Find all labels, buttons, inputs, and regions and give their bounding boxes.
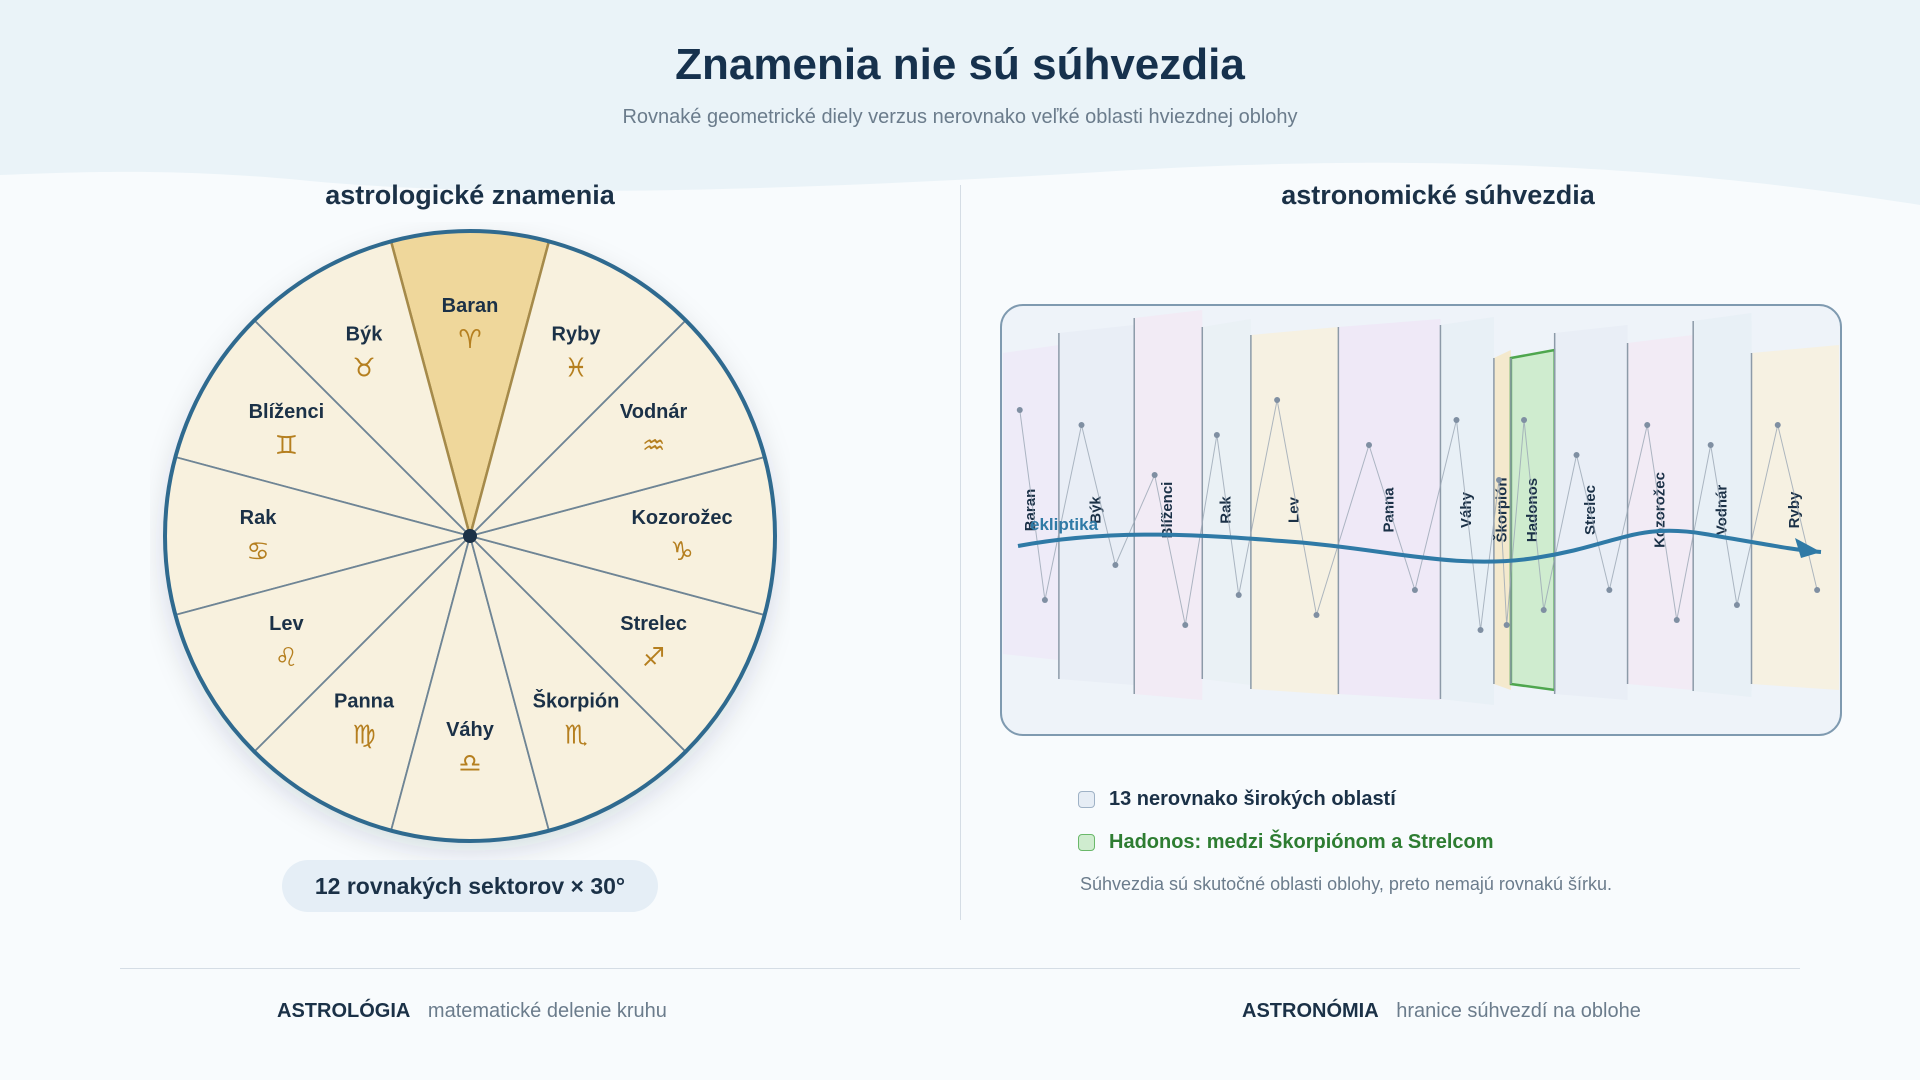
footer-astronomy-key: ASTRONÓMIA [1242,1000,1379,1022]
sign-label-skorpion: Škorpión [533,689,620,713]
sign-symbol-rak-icon: ♋ [246,537,269,567]
page-subtitle: Rovnaké geometrické diely verzus nerovna… [622,106,1298,128]
star-dot [1814,587,1821,593]
legend-item-regions: 13 nerovnako širokých oblastí [1078,785,1396,813]
star-dot [1274,397,1281,403]
star-dot [1606,587,1613,593]
zodiac-wheel: Baran ♈ Býk ♉ Blíženci ♊ Rak ♋ Lev ♌ Panna ♍ Váhy ♎ Šk… [163,229,777,843]
star-dot [1151,472,1158,478]
star-dot [1521,417,1528,423]
star-pattern-lines [1019,399,1818,631]
sign-label-kozorozec: Kozorožec [631,507,732,529]
sign-symbol-vahy-icon: ♎ [458,749,481,779]
footer-astronomy-value: hranice súhvezdí na oblohe [1396,1000,1641,1022]
star-dot [1112,562,1119,568]
header-background [0,0,1920,205]
star-dot [1540,607,1547,613]
sign-label-vodnar: Vodnár [620,401,688,423]
constellation-label-strelec: Strelec [1582,485,1599,535]
star-dot [1313,612,1320,618]
constellation-note: Súhvezdia sú skutočné oblasti oblohy, pr… [1080,874,1612,894]
footer-astrology: ASTROLÓGIA matematické delenie kruhu [277,1000,667,1023]
sign-label-blizenci: Blíženci [249,401,325,423]
sign-label-byk: Býk [346,323,384,345]
sign-symbol-baran-icon: ♈ [458,325,481,355]
page-title: Znamenia nie sú súhvezdia [675,40,1245,89]
sign-label-vahy: Váhy [446,719,495,741]
constellation-region-blizenci [1134,310,1203,700]
sign-symbol-panna-icon: ♍ [352,721,375,751]
star-dot [1365,442,1372,448]
star-dot [1503,622,1510,628]
sign-symbol-kozorozec-icon: ♑ [670,537,693,567]
sign-label-panna: Panna [334,691,395,713]
star-dot [1673,617,1680,623]
sign-symbol-vodnar-icon: ♒ [642,431,665,461]
equal-sectors-badge: 12 rovnakých sektorov × 30° [282,860,658,912]
sign-label-lev: Lev [269,613,304,635]
constellation-label-blizenci: Blíženci [1159,482,1176,539]
footer-astrology-key: ASTROLÓGIA [277,1000,411,1022]
star-dot [1477,627,1484,633]
wheel-center-dot [463,529,477,543]
constellation-label-hadonos: Hadonos [1524,478,1541,542]
footer-astronomy: ASTRONÓMIA hranice súhvezdí na oblohe [1242,1000,1641,1023]
ecliptic-line [1017,528,1822,564]
astronomy-panel-title: astronomické súhvezdia [1281,180,1595,210]
ecliptic-arrow-icon [1795,538,1821,558]
sign-symbol-lev-icon: ♌ [275,643,298,673]
star-dot [1707,442,1714,448]
sign-symbol-skorpion-icon: ♏ [564,721,587,751]
constellation-label-ryby: Ryby [1786,491,1803,528]
star-dot [1078,422,1085,428]
star-dot [1496,477,1503,483]
ecliptic-label: ekliptika [1030,515,1099,534]
star-dot [1235,592,1242,598]
star-dot [1733,602,1740,608]
constellation-strip: Baran Býk Blíženci Rak Lev Panna Váhy Škorpión H… [1000,304,1842,736]
constellation-region-skorpion [1493,350,1511,690]
legend-item-hadonos: Hadonos: medzi Škorpiónom a Strelcom [1078,828,1494,856]
constellation-region-baran [1003,345,1059,660]
star-dot [1041,597,1048,603]
sign-symbol-blizenci-icon: ♊ [275,431,298,461]
sign-symbol-strelec-icon: ♐ [642,643,665,673]
constellation-region-strelec [1554,325,1628,700]
legend-swatch-regions [1078,790,1095,808]
legend-label-hadonos: Hadonos: medzi Škorpiónom a Strelcom [1109,830,1494,853]
astrology-panel-title: astrologické znamenia [325,180,615,210]
star-dot [1213,432,1220,438]
sign-label-strelec: Strelec [620,613,687,635]
legend-label-regions: 13 nerovnako širokých oblastí [1109,787,1396,810]
constellation-label-rak: Rak [1218,496,1235,524]
footer-divider [120,968,1800,969]
legend-swatch-hadonos [1078,833,1095,851]
panel-divider [960,185,961,920]
star-dot [1411,587,1418,593]
star-dot [1774,422,1781,428]
wheel-rim [163,229,777,843]
star-dot [1016,407,1023,413]
sign-symbol-byk-icon: ♉ [352,353,375,383]
star-dot [1453,417,1460,423]
sign-label-rak: Rak [240,507,278,529]
star-dot [1182,622,1189,628]
sign-symbol-ryby-icon: ♓ [564,353,587,383]
sign-label-baran: Baran [442,295,499,317]
constellation-region-byk [1058,325,1135,685]
star-dot [1573,452,1580,458]
constellation-label-lev: Lev [1286,496,1303,523]
constellation-region-vodnar [1693,313,1752,697]
sign-label-ryby: Ryby [552,323,602,345]
footer-astrology-value: matematické delenie kruhu [427,1000,667,1022]
star-dot [1644,422,1651,428]
constellation-region-ryby [1751,345,1839,690]
constellation-region-lev [1250,327,1339,695]
